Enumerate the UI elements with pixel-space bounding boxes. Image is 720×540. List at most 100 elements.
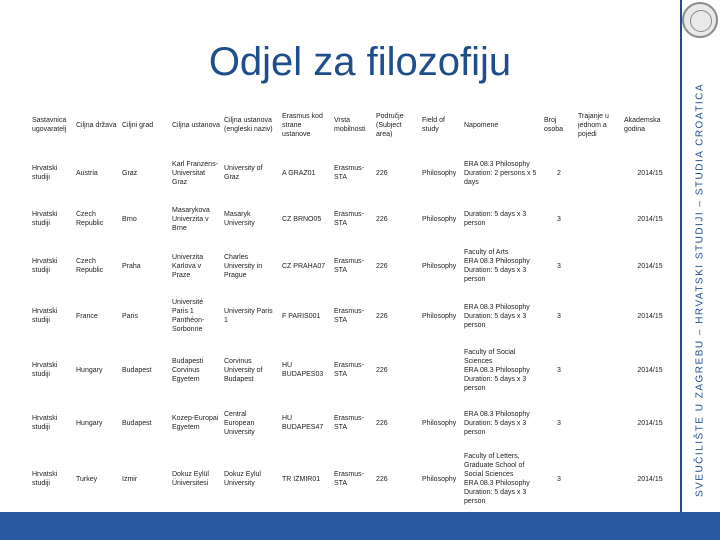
note-line: ERA 08.3 Philosophy bbox=[464, 303, 530, 311]
note-line: Faculty of Social Sciences bbox=[464, 348, 516, 365]
cell-field: Philosophy bbox=[422, 262, 457, 270]
cell-notes: Faculty of Social Sciences ERA 08.3 Phil… bbox=[462, 342, 542, 398]
cell-kod: CZ PRAHA07 bbox=[282, 262, 326, 270]
cell-godina: 2014/15 bbox=[637, 366, 663, 374]
sidebar-vertical-text: SVEUČILIŠTE U ZAGREBU – HRVATSKI STUDIJI… bbox=[694, 82, 706, 498]
header-napomene: Napomene bbox=[464, 121, 499, 129]
cell-field: Philosophy bbox=[422, 475, 457, 483]
cell-ustanova: Université Paris 1 Panthéon-Sorbonne bbox=[172, 299, 205, 333]
cell-kod: CZ BRNO05 bbox=[282, 215, 322, 223]
cell-grad: Izmir bbox=[122, 475, 138, 483]
cell-ustanova-en: Corvinus University of Budapest bbox=[224, 357, 263, 383]
mobility-table: Sastavnica ugovaratelj Ciljna država Cil… bbox=[30, 100, 678, 510]
cell-ustanova-en: Dokuz Eylul University bbox=[224, 471, 261, 487]
cell-vrsta: Erasmus-STA bbox=[334, 362, 364, 378]
note-line: Duration: 5 days x 3 person bbox=[464, 489, 527, 505]
cell-vrsta: Erasmus-STA bbox=[334, 471, 364, 487]
note-line: ERA 08.3 Philosophy bbox=[464, 480, 530, 487]
cell-notes: Faculty of Letters, Graduate School of S… bbox=[462, 448, 542, 510]
table-row: Hrvatski studiji Czech Republic Brno Mas… bbox=[30, 196, 678, 242]
cell-broj: 3 bbox=[557, 475, 561, 483]
cell-vrsta: Erasmus-STA bbox=[334, 165, 364, 181]
cell-broj: 3 bbox=[557, 419, 561, 427]
cell-notes: Faculty of Arts ERA 08.3 Philosophy Dura… bbox=[462, 242, 542, 290]
cell-sastavnica: Hrvatski studiji bbox=[32, 471, 58, 487]
header-vrsta: Vrsta mobilnosti bbox=[334, 117, 366, 133]
footer-url[interactable]: www.hrstud.hr bbox=[304, 6, 376, 20]
cell-notes: ERA 08.3 Philosophy Duration: 2 persons … bbox=[462, 150, 542, 196]
cell-kod: F PARIS001 bbox=[282, 312, 321, 320]
cell-notes: Duration: 5 days x 3 person bbox=[462, 196, 542, 242]
cell-vrsta: Erasmus-STA bbox=[334, 211, 364, 227]
cell-ustanova-en: University of Graz bbox=[224, 165, 263, 181]
note-line: ERA 08.3 Philosophy bbox=[464, 366, 530, 374]
cell-broj: 3 bbox=[557, 262, 561, 270]
note-line: ERA 08.3 Philosophy bbox=[464, 258, 530, 265]
cell-grad: Praha bbox=[122, 262, 141, 270]
cell-sastavnica: Hrvatski studiji bbox=[32, 308, 58, 324]
note-line: Duration: 5 days x 3 person bbox=[464, 419, 527, 436]
note-line: Duration: 5 days x 3 person bbox=[464, 375, 527, 392]
cell-grad: Graz bbox=[122, 169, 138, 177]
table-row: Hrvatski studiji Hungary Budapest Budape… bbox=[30, 342, 678, 398]
cell-trajanje bbox=[576, 290, 622, 342]
cell-vrsta: Erasmus-STA bbox=[334, 308, 364, 324]
header-erasmus-kod: Erasmus kod strane ustanove bbox=[282, 112, 323, 138]
cell-kod: A GRAZ01 bbox=[282, 169, 316, 177]
cell-ustanova-en: Masaryk University bbox=[224, 211, 255, 227]
note-line: Duration: 2 persons x 5 days bbox=[464, 169, 537, 186]
cell-field: Philosophy bbox=[422, 312, 457, 320]
page-title: Odjel za filozofiju bbox=[208, 40, 512, 84]
table-row: Hrvatski studiji Turkey Izmir Dokuz Eylü… bbox=[30, 448, 678, 510]
cell-kod: TR IZMIR01 bbox=[282, 475, 321, 483]
header-ciljna-ustanova-en: Ciljna ustanova (engleski naziv) bbox=[224, 117, 273, 133]
cell-podrucje: 226 bbox=[376, 419, 388, 427]
note-line: Faculty of Arts bbox=[464, 249, 509, 256]
cell-drzava: Czech Republic bbox=[76, 258, 104, 274]
university-seal-icon bbox=[682, 2, 718, 38]
cell-godina: 2014/15 bbox=[637, 215, 663, 223]
cell-ustanova: Masarykova Univerzita v Brne bbox=[172, 206, 210, 232]
note-line: ERA 08.3 Philosophy bbox=[464, 160, 530, 168]
cell-drzava: France bbox=[76, 312, 98, 320]
cell-kod: HU BUDAPES03 bbox=[282, 362, 324, 378]
header-ciljna-drzava: Ciljna država bbox=[76, 121, 117, 129]
cell-podrucje: 226 bbox=[376, 215, 388, 223]
cell-ustanova-en: Central European University bbox=[224, 410, 255, 436]
cell-broj: 3 bbox=[557, 215, 561, 223]
cell-notes: ERA 08.3 Philosophy Duration: 5 days x 3… bbox=[462, 290, 542, 342]
note-line: ERA 08.3 Philosophy bbox=[464, 410, 530, 418]
table-header-row: Sastavnica ugovaratelj Ciljna država Cil… bbox=[30, 100, 678, 150]
footer-bar bbox=[0, 512, 720, 540]
header-ciljni-grad: Ciljni grad bbox=[122, 121, 154, 129]
cell-ustanova: Kozep-Europai Egyetem bbox=[172, 415, 219, 431]
note-line: Faculty of Letters, Graduate School of S… bbox=[464, 453, 525, 478]
cell-drzava: Austria bbox=[76, 169, 98, 177]
sidebar-band bbox=[680, 0, 720, 540]
cell-podrucje: 226 bbox=[376, 169, 388, 177]
note-line: Duration: 5 days x 3 person bbox=[464, 211, 527, 227]
cell-field: Philosophy bbox=[422, 419, 457, 427]
cell-trajanje bbox=[576, 150, 622, 196]
cell-trajanje bbox=[576, 398, 622, 448]
cell-sastavnica: Hrvatski studiji bbox=[32, 211, 58, 227]
note-line: Duration: 5 days x 3 person bbox=[464, 267, 527, 283]
cell-ustanova: Karl Franzens-Universitat Graz bbox=[172, 160, 218, 186]
cell-vrsta: Erasmus-STA bbox=[334, 258, 364, 274]
cell-grad: Paris bbox=[122, 312, 138, 320]
table-row: Hrvatski studiji France Paris Université… bbox=[30, 290, 678, 342]
cell-godina: 2014/15 bbox=[637, 262, 663, 270]
cell-sastavnica: Hrvatski studiji bbox=[32, 258, 58, 274]
header-podrucje: Područje (Subject area) bbox=[376, 112, 404, 138]
header-broj-osoba: Broj osoba bbox=[544, 117, 564, 133]
cell-trajanje bbox=[576, 242, 622, 290]
cell-godina: 2014/15 bbox=[637, 169, 663, 177]
cell-sastavnica: Hrvatski studiji bbox=[32, 165, 58, 181]
cell-ustanova: Dokuz Eylül Üniversitesi bbox=[172, 471, 209, 487]
cell-broj: 3 bbox=[557, 312, 561, 320]
cell-trajanje bbox=[576, 448, 622, 510]
header-ciljna-ustanova: Ciljna ustanova bbox=[172, 121, 220, 129]
table-row: Hrvatski studiji Hungary Budapest Kozep-… bbox=[30, 398, 678, 448]
cell-grad: Brno bbox=[122, 215, 137, 223]
cell-kod: HU BUDAPES47 bbox=[282, 415, 324, 431]
